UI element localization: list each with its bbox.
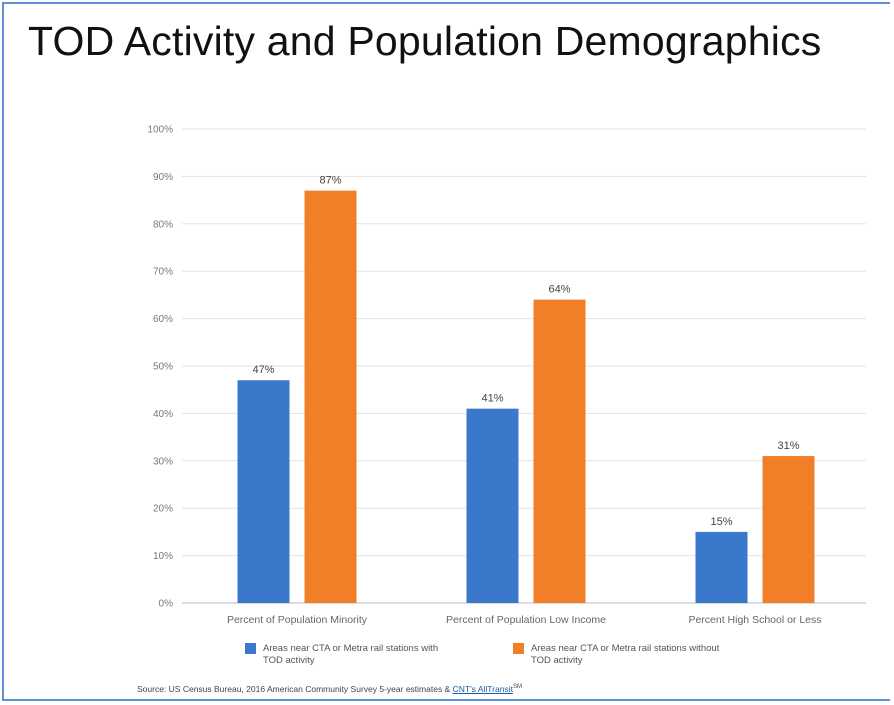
gridlines xyxy=(182,128,866,604)
y-tick-label: 10% xyxy=(153,551,173,562)
bar-without-tod xyxy=(533,299,586,603)
data-label: 41% xyxy=(481,393,503,405)
x-axis: Percent of Population Minority Percent of… xyxy=(227,614,822,626)
y-tick-label: 90% xyxy=(153,172,173,183)
y-tick-label: 30% xyxy=(153,456,173,467)
legend-swatch xyxy=(513,643,524,654)
x-category-label: Percent High School or Less xyxy=(688,614,821,626)
bar-without-tod xyxy=(762,456,815,603)
y-tick-label: 80% xyxy=(153,219,173,230)
x-category-label: Percent of Population Minority xyxy=(227,614,368,626)
bar-with-tod xyxy=(466,408,519,603)
source-text: Source: US Census Bureau, 2016 American … xyxy=(137,684,453,694)
data-label: 64% xyxy=(548,284,570,296)
bars: 47% 87% 41% 64% 15% 31% xyxy=(237,175,815,603)
y-tick-label: 20% xyxy=(153,504,173,515)
legend-label: Areas near CTA or Metra rail stations wi… xyxy=(531,643,720,666)
data-label: 87% xyxy=(319,175,341,187)
x-category-label: Percent of Population Low Income xyxy=(446,614,606,626)
page-title: TOD Activity and Population Demographics xyxy=(28,18,822,64)
source-note: Source: US Census Bureau, 2016 American … xyxy=(137,684,522,694)
y-tick-label: 100% xyxy=(147,125,173,136)
legend-swatch xyxy=(245,643,256,654)
bar-with-tod xyxy=(237,380,290,603)
data-label: 15% xyxy=(710,516,732,528)
y-tick-label: 50% xyxy=(153,362,173,373)
bar-with-tod xyxy=(695,531,748,603)
bar-without-tod xyxy=(304,190,357,603)
y-tick-label: 40% xyxy=(153,409,173,420)
legend: Areas near CTA or Metra rail stations wi… xyxy=(245,643,720,666)
y-tick-label: 0% xyxy=(159,599,174,610)
y-axis: 0% 10% 20% 30% 40% 50% 60% 70% 80% 90% 100% xyxy=(147,125,173,610)
source-link-suffix: SM xyxy=(512,684,522,691)
y-tick-label: 60% xyxy=(153,314,173,325)
y-tick-label: 70% xyxy=(153,267,173,278)
source-link[interactable]: CNT's AllTransit xyxy=(452,684,513,694)
data-label: 31% xyxy=(777,440,799,452)
data-label: 47% xyxy=(252,364,274,376)
legend-label: Areas near CTA or Metra rail stations wi… xyxy=(263,643,438,666)
